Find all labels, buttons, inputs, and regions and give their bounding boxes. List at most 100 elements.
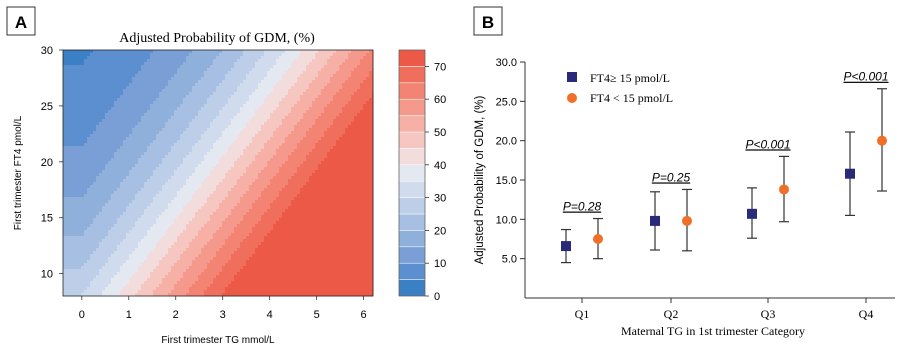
heatmap-cell — [132, 242, 136, 246]
heatmap-cell — [195, 152, 199, 156]
heatmap-cell — [240, 221, 244, 225]
heatmap-cell — [240, 176, 244, 180]
heatmap-cell — [93, 161, 97, 165]
heatmap-cell — [135, 179, 139, 183]
heatmap-cell — [84, 266, 88, 270]
heatmap-cell — [153, 197, 157, 201]
heatmap-cell — [225, 116, 229, 120]
heatmap-cell — [66, 278, 70, 282]
heatmap-cell — [126, 281, 130, 285]
heatmap-cell — [180, 101, 184, 105]
heatmap-cell — [192, 152, 196, 156]
heatmap-cell — [105, 95, 109, 99]
heatmap-cell — [204, 137, 208, 141]
heatmap-cell — [183, 74, 187, 78]
heatmap-cell — [240, 200, 244, 204]
heatmap-cell — [243, 173, 247, 177]
heatmap-cell — [219, 278, 223, 282]
heatmap-cell — [162, 209, 166, 213]
heatmap-cell — [189, 257, 193, 261]
heatmap-cell — [150, 50, 154, 54]
heatmap-cell — [111, 224, 115, 228]
heatmap-cell — [183, 146, 187, 150]
heatmap-cell — [231, 200, 235, 204]
heatmap-cell — [84, 53, 88, 57]
heatmap-cell — [183, 89, 187, 93]
heatmap-cell — [216, 197, 220, 201]
heatmap-cell — [96, 206, 100, 210]
heatmap-cell — [213, 122, 217, 126]
heatmap-cell — [87, 278, 91, 282]
heatmap-cell — [180, 293, 184, 297]
heatmap-cell — [174, 236, 178, 240]
heatmap-cell — [219, 146, 223, 150]
heatmap-cell — [171, 152, 175, 156]
heatmap-cell — [126, 227, 130, 231]
heatmap-cell — [105, 146, 109, 150]
heatmap-cell — [105, 242, 109, 246]
heatmap-cell — [78, 143, 82, 147]
heatmap-cell — [141, 191, 145, 195]
heatmap-cell — [114, 140, 118, 144]
heatmap-cell — [117, 167, 121, 171]
heatmap-cell — [225, 134, 229, 138]
heatmap-cell — [120, 116, 124, 120]
heatmap-cell — [96, 248, 100, 252]
heatmap-cell — [165, 176, 169, 180]
heatmap-cell — [111, 191, 115, 195]
heatmap-cell — [231, 212, 235, 216]
heatmap-cell — [222, 101, 226, 105]
heatmap-cell — [75, 71, 79, 75]
heatmap-cell — [153, 101, 157, 105]
heatmap-cell — [72, 293, 76, 297]
heatmap-cell — [135, 77, 139, 81]
heatmap-cell — [135, 146, 139, 150]
heatmap-cell — [105, 173, 109, 177]
heatmap-cell — [210, 77, 214, 81]
heatmap-cell — [108, 239, 112, 243]
heatmap-cell — [207, 104, 211, 108]
heatmap-cell — [237, 245, 241, 249]
heatmap-cell — [219, 95, 223, 99]
heatmap-cell — [84, 131, 88, 135]
heatmap-cell — [90, 287, 94, 291]
heatmap-cell — [213, 200, 217, 204]
heatmap-cell — [141, 86, 145, 90]
heatmap-cell — [243, 215, 247, 219]
heatmap-cell — [78, 200, 82, 204]
heatmap-cell — [72, 197, 76, 201]
heatmap-cell — [243, 110, 247, 114]
heatmap-cell — [102, 71, 106, 75]
heatmap-cell — [174, 293, 178, 297]
heatmap-cell — [129, 188, 133, 192]
heatmap-cell — [183, 95, 187, 99]
heatmap-cell — [168, 77, 172, 81]
heatmap-cell — [150, 200, 154, 204]
heatmap-cell — [198, 116, 202, 120]
heatmap-cell — [177, 62, 181, 66]
heatmap-cell — [162, 71, 166, 75]
heatmap-cell — [126, 266, 130, 270]
heatmap-cell — [72, 53, 76, 57]
heatmap-cell — [129, 158, 133, 162]
heatmap-cell — [168, 239, 172, 243]
heatmap-cell — [153, 233, 157, 237]
heatmap-cell — [213, 293, 217, 297]
heatmap-cell — [96, 77, 100, 81]
heatmap-cell — [93, 104, 97, 108]
heatmap-cell — [111, 146, 115, 150]
heatmap-cell — [243, 191, 247, 195]
heatmap-cell — [168, 233, 172, 237]
heatmap-cell — [99, 50, 103, 54]
heatmap-cell — [189, 215, 193, 219]
heatmap-cell — [99, 62, 103, 66]
heatmap-cell — [105, 212, 109, 216]
heatmap-cell — [72, 263, 76, 267]
heatmap-cell — [99, 257, 103, 261]
heatmap-cell — [156, 185, 160, 189]
heatmap-cell — [144, 278, 148, 282]
heatmap-cell — [156, 194, 160, 198]
heatmap-cell — [156, 143, 160, 147]
heatmap-cell — [240, 278, 244, 282]
